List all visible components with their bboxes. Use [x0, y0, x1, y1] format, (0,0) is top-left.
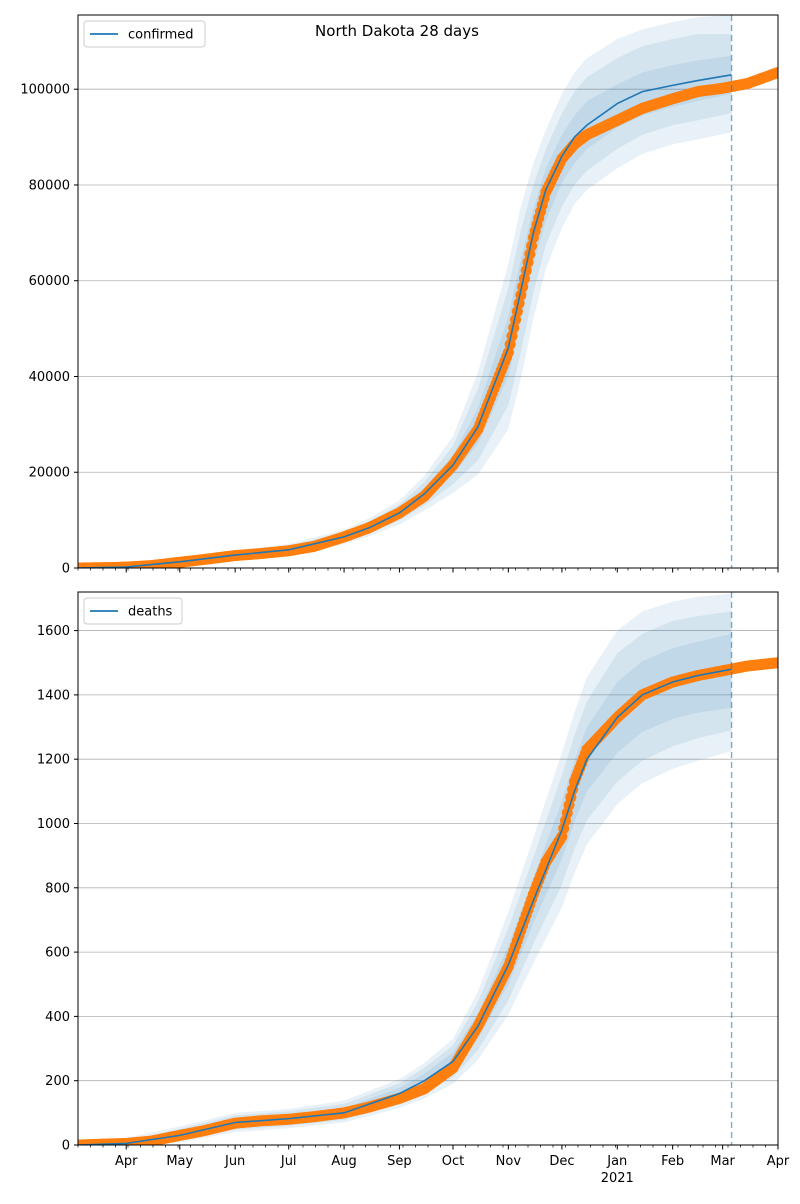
legend: confirmed: [83, 20, 206, 48]
observed-point: [522, 256, 534, 268]
x-tick-label: Jun: [224, 1154, 245, 1169]
observed-point: [510, 314, 521, 326]
observed-point: [513, 297, 525, 309]
observed-point: [517, 281, 529, 293]
x-tick-label: Dec: [549, 1154, 574, 1169]
y-tick-label: 20000: [29, 466, 70, 481]
legend: deaths: [83, 597, 183, 625]
uncertainty-band-middle: [78, 611, 732, 1145]
x-tick-label: Apr: [767, 1154, 790, 1169]
x-year-label: 2021: [601, 1171, 634, 1186]
observed-point: [515, 289, 527, 301]
x-tick-label: Sep: [387, 1154, 412, 1169]
model-line: [78, 74, 732, 568]
y-tick-label: 0: [62, 562, 70, 577]
x-tick-label: Apr: [115, 1154, 138, 1169]
y-tick-label: 1000: [37, 817, 70, 832]
y-tick-label: 40000: [29, 370, 70, 385]
deaths-panel: 0 200 400 600 800 1000 1200 1400 1600 Apr May Jun Ju…: [37, 591, 790, 1186]
observed-point: [504, 338, 516, 350]
y-tick-label: 80000: [29, 178, 70, 193]
x-tick-label: Mar: [710, 1154, 735, 1169]
model-line: [78, 668, 732, 1145]
x-tick-label: Nov: [496, 1154, 522, 1169]
x-tick-label: Oct: [442, 1154, 464, 1169]
x-tick-label: May: [166, 1154, 193, 1169]
observed-point: [526, 240, 538, 252]
observed-points: [78, 657, 778, 1145]
y-tick-label: 200: [45, 1074, 70, 1089]
legend-box: [83, 20, 206, 48]
y-tick-label: 1200: [37, 753, 70, 768]
confirmed-panel: 0 20000 40000 60000 80000 100000 confirmed: [20, 14, 779, 577]
observed-point: [520, 264, 532, 276]
observed-point: [506, 330, 518, 342]
y-tick-label: 600: [45, 946, 70, 961]
y-tick-label: 100000: [20, 83, 70, 98]
x-tick-label: Jul: [280, 1154, 297, 1169]
y-tick-label: 800: [45, 881, 70, 896]
legend-label: deaths: [128, 605, 173, 620]
uncertainty-band-middle: [78, 34, 732, 568]
y-tick-label: 0: [62, 1139, 70, 1154]
observed-point: [518, 273, 530, 285]
x-tick-label: Jan: [606, 1154, 627, 1169]
x-tick-label: Feb: [661, 1154, 684, 1169]
uncertainty-band-inner: [78, 55, 732, 568]
observed-point: [511, 306, 523, 318]
legend-label: confirmed: [128, 28, 194, 43]
x-tick-label: Aug: [331, 1154, 356, 1169]
y-tick-label: 1400: [37, 688, 70, 703]
figure-title: North Dakota 28 days: [315, 22, 479, 40]
observed-point: [772, 66, 778, 78]
observed-point: [524, 248, 536, 260]
legend-box: [83, 597, 183, 625]
observed-point: [772, 657, 778, 669]
y-tick-label: 1600: [37, 624, 70, 639]
observed-point: [508, 322, 520, 334]
y-tick-label: 400: [45, 1010, 70, 1025]
uncertainty-band-outer: [78, 593, 732, 1145]
y-tick-label: 60000: [29, 274, 70, 289]
